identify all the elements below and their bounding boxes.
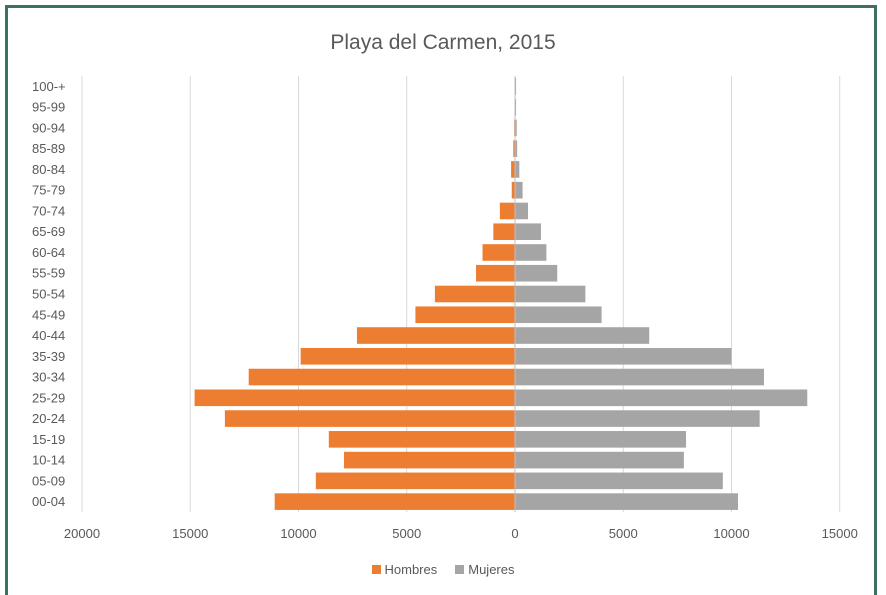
bar-hombres [344,452,515,469]
y-tick-label: 60-64 [32,245,65,260]
bar-mujeres [515,182,523,199]
bar-mujeres [515,161,519,178]
y-tick-label: 55-59 [32,266,65,281]
y-tick-label: 65-69 [32,224,65,239]
bar-hombres [435,286,515,303]
bar-mujeres [515,244,546,261]
chart-legend: Hombres Mujeres [0,562,886,577]
bar-mujeres [515,286,585,303]
bar-mujeres [515,410,760,427]
legend-swatch-mujeres [455,565,464,574]
legend-label-hombres: Hombres [385,562,438,577]
x-tick-label: 0 [511,526,518,541]
bar-mujeres [515,203,528,220]
y-tick-label: 80-84 [32,162,65,177]
bar-hombres [301,348,515,365]
y-tick-label: 90-94 [32,120,65,135]
x-tick-label: 15000 [822,526,858,541]
y-tick-label: 35-39 [32,349,65,364]
bar-mujeres [515,390,807,407]
legend-item-mujeres: Mujeres [455,562,514,577]
y-tick-label: 85-89 [32,141,65,156]
y-tick-label: 75-79 [32,183,65,198]
x-tick-label: 10000 [713,526,749,541]
bar-mujeres [515,327,649,344]
y-tick-label: 100-+ [32,79,66,94]
bar-mujeres [515,493,738,510]
x-tick-label: 15000 [172,526,208,541]
bar-hombres [316,473,515,490]
y-tick-label: 25-29 [32,390,65,405]
bar-hombres [415,306,515,323]
bar-hombres [329,431,515,448]
x-tick-label: 5000 [609,526,638,541]
bar-hombres [476,265,515,282]
bar-hombres [357,327,515,344]
y-tick-label: 50-54 [32,287,65,302]
y-tick-label: 10-14 [32,453,65,468]
y-tick-label: 70-74 [32,203,65,218]
y-tick-label: 45-49 [32,307,65,322]
x-tick-label: 20000 [64,526,100,541]
bar-mujeres [515,431,686,448]
x-tick-label: 10000 [280,526,316,541]
bar-mujeres [515,473,723,490]
bar-hombres [483,244,515,261]
bar-hombres [225,410,515,427]
y-tick-label: 30-34 [32,370,65,385]
y-tick-label: 00-04 [32,494,65,509]
y-tick-label: 40-44 [32,328,65,343]
legend-swatch-hombres [372,565,381,574]
y-tick-label: 05-09 [32,473,65,488]
bar-mujeres [515,265,557,282]
legend-item-hombres: Hombres [372,562,438,577]
legend-label-mujeres: Mujeres [468,562,514,577]
x-tick-label: 5000 [392,526,421,541]
bar-mujeres [515,348,732,365]
bar-mujeres [515,369,764,386]
bar-hombres [275,493,515,510]
y-tick-label: 20-24 [32,411,65,426]
bar-mujeres [515,306,602,323]
bar-hombres [195,390,515,407]
y-tick-label: 15-19 [32,432,65,447]
bar-mujeres [515,223,541,240]
y-tick-label: 95-99 [32,100,65,115]
bar-hombres [500,203,515,220]
bar-hombres [511,161,515,178]
bar-mujeres [515,452,684,469]
bar-hombres [493,223,515,240]
bar-hombres [249,369,515,386]
